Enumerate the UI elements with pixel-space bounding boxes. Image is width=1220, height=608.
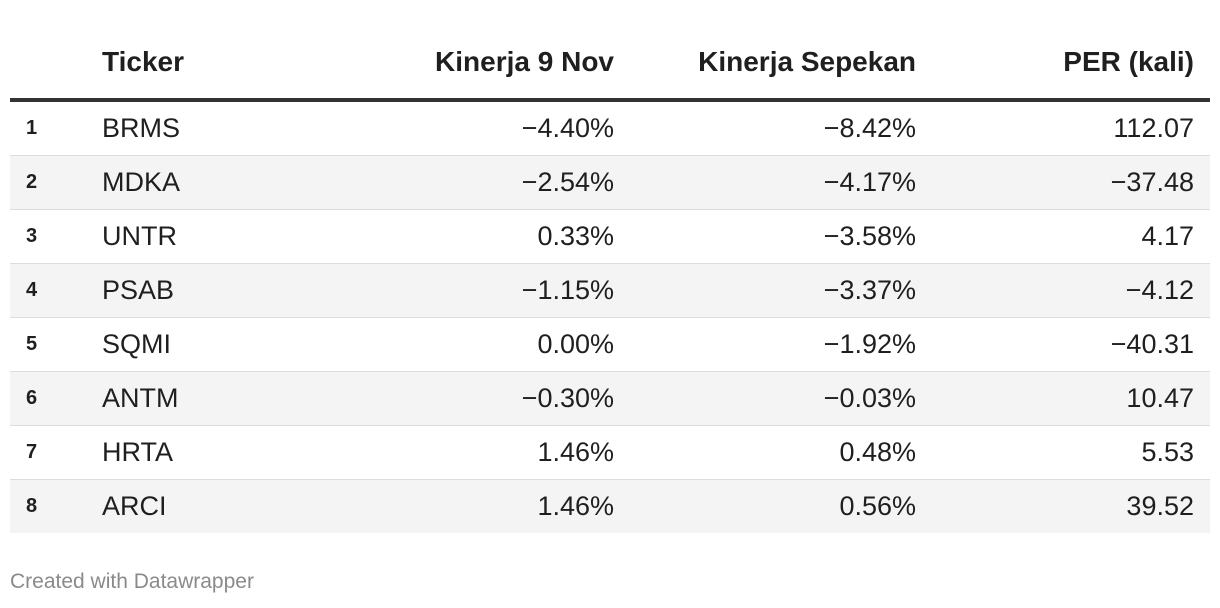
cell-kinerja-sepekan: −0.03% [614,371,916,426]
cell-kinerja-sepekan: −1.92% [614,317,916,372]
cell-kinerja-9-nov: −1.15% [322,263,614,318]
cell-ticker: HRTA [102,425,322,480]
cell-kinerja-sepekan: −8.42% [614,100,916,156]
cell-kinerja-sepekan: −3.37% [614,263,916,318]
cell-rank: 4 [10,263,102,318]
cell-per: −4.12 [916,263,1210,318]
header-rank [10,0,102,102]
cell-per: 39.52 [916,479,1210,533]
cell-ticker: BRMS [102,100,322,156]
cell-per: −40.31 [916,317,1210,372]
cell-rank: 3 [10,209,102,264]
cell-kinerja-sepekan: 0.56% [614,479,916,533]
table-row: 2 MDKA −2.54% −4.17% −37.48 [10,155,1210,210]
data-table: Ticker Kinerja 9 Nov Kinerja Sepekan PER… [10,0,1210,533]
table-row: 8 ARCI 1.46% 0.56% 39.52 [10,479,1210,533]
header-kinerja-sepekan: Kinerja Sepekan [614,0,916,102]
cell-ticker: ANTM [102,371,322,426]
cell-kinerja-9-nov: 0.00% [322,317,614,372]
table-row: 1 BRMS −4.40% −8.42% 112.07 [10,100,1210,156]
cell-per: 10.47 [916,371,1210,426]
header-row: Ticker Kinerja 9 Nov Kinerja Sepekan PER… [10,0,1210,102]
cell-per: −37.48 [916,155,1210,210]
cell-kinerja-9-nov: −2.54% [322,155,614,210]
cell-per: 112.07 [916,100,1210,156]
cell-per: 5.53 [916,425,1210,480]
cell-kinerja-sepekan: −4.17% [614,155,916,210]
cell-ticker: SQMI [102,317,322,372]
cell-ticker: MDKA [102,155,322,210]
cell-kinerja-sepekan: 0.48% [614,425,916,480]
table-row: 3 UNTR 0.33% −3.58% 4.17 [10,209,1210,264]
cell-rank: 8 [10,479,102,533]
table-row: 7 HRTA 1.46% 0.48% 5.53 [10,425,1210,480]
header-kinerja-9-nov: Kinerja 9 Nov [322,0,614,102]
table-header: Ticker Kinerja 9 Nov Kinerja Sepekan PER… [10,0,1210,102]
cell-kinerja-9-nov: −0.30% [322,371,614,426]
header-per: PER (kali) [916,0,1210,102]
table-row: 6 ANTM −0.30% −0.03% 10.47 [10,371,1210,426]
header-ticker: Ticker [102,0,322,102]
cell-rank: 2 [10,155,102,210]
cell-rank: 6 [10,371,102,426]
cell-ticker: PSAB [102,263,322,318]
table-row: 4 PSAB −1.15% −3.37% −4.12 [10,263,1210,318]
cell-kinerja-9-nov: 1.46% [322,479,614,533]
data-table-container: Ticker Kinerja 9 Nov Kinerja Sepekan PER… [10,0,1210,533]
cell-rank: 5 [10,317,102,372]
cell-ticker: ARCI [102,479,322,533]
cell-kinerja-9-nov: 0.33% [322,209,614,264]
cell-kinerja-sepekan: −3.58% [614,209,916,264]
cell-kinerja-9-nov: 1.46% [322,425,614,480]
cell-ticker: UNTR [102,209,322,264]
cell-kinerja-9-nov: −4.40% [322,100,614,156]
cell-rank: 7 [10,425,102,480]
footer-credit: Created with Datawrapper [10,570,254,593]
cell-rank: 1 [10,100,102,156]
cell-per: 4.17 [916,209,1210,264]
table-body: 1 BRMS −4.40% −8.42% 112.07 2 MDKA −2.54% −4.17%… [10,100,1210,533]
table-row: 5 SQMI 0.00% −1.92% −40.31 [10,317,1210,372]
